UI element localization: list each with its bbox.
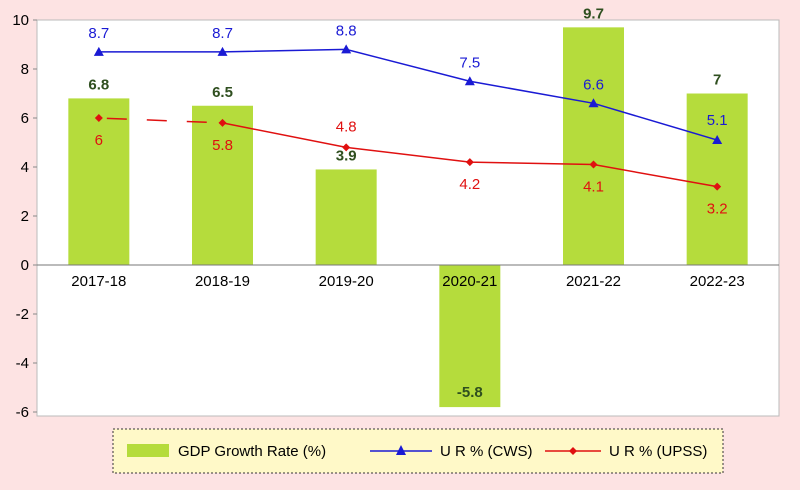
y-tick-label: 2: [21, 208, 29, 225]
y-axis: -6 -4 -2 0 2 4 6 8 10: [12, 12, 37, 421]
cws-data-label: 8.7: [88, 25, 109, 42]
y-tick-label: -6: [16, 404, 29, 421]
legend-marker-cws: [396, 445, 406, 455]
y-tick-label: 6: [21, 110, 29, 127]
y-tick-label: 4: [21, 159, 29, 176]
gdp-bar: [563, 27, 624, 265]
upss-data-label: 6: [95, 132, 103, 149]
upss-data-label: 4.1: [583, 179, 604, 196]
gdp-data-label: 7: [713, 72, 721, 89]
legend-label-gdp: GDP Growth Rate (%): [178, 443, 326, 460]
gdp-data-label: -5.8: [457, 384, 483, 401]
y-tick-label: 8: [21, 61, 29, 78]
gdp-bar: [192, 105, 253, 265]
upss-marker: [342, 143, 351, 152]
cws-series: [93, 44, 723, 145]
y-tick-label: 0: [21, 257, 29, 274]
category-label: 2018-19: [195, 273, 250, 290]
legend: GDP Growth Rate (%) U R % (CWS) U R % (U…: [112, 428, 724, 474]
upss-marker: [589, 160, 598, 169]
y-tick-label: -2: [16, 306, 29, 323]
gdp-bar: [686, 93, 748, 265]
upss-marker: [218, 118, 227, 127]
category-label: 2020-21: [442, 273, 497, 290]
gdp-bar: [439, 265, 501, 408]
cws-marker: [464, 76, 475, 86]
y-tick-label: -4: [16, 355, 29, 372]
legend-label-upss: U R % (UPSS): [609, 443, 707, 460]
gdp-bar: [68, 98, 130, 266]
cws-data-label: 6.6: [583, 76, 604, 93]
cws-data-label: 7.5: [459, 54, 480, 71]
cws-marker: [341, 44, 352, 54]
gdp-data-label: 6.5: [212, 84, 233, 101]
gdp-data-label: 6.8: [88, 76, 109, 93]
legend-label-cws: U R % (CWS): [440, 443, 533, 460]
cws-marker: [712, 135, 723, 145]
legend-swatch-gdp: [127, 444, 169, 457]
cws-marker: [93, 46, 104, 56]
legend-marker-upss: [569, 447, 577, 455]
cws-line: [98, 48, 718, 141]
upss-data-label: 3.2: [707, 201, 728, 218]
upss-marker: [465, 158, 474, 167]
upss-marker: [94, 114, 103, 122]
cws-marker: [217, 46, 228, 56]
category-labels: 2017-18 2018-19 2019-20 2020-21 2021-22 2022-…: [71, 273, 744, 290]
cws-data-label: 8.8: [336, 22, 357, 39]
gdp-data-label: 3.9: [336, 147, 357, 164]
gdp-data-label: 9.7: [583, 5, 604, 22]
upss-data-label: 5.8: [212, 137, 233, 154]
category-label: 2021-22: [566, 273, 621, 290]
data-labels: 6.8 6.5 3.9 -5.8 9.7 7 8.7 8.7 8.8 7.5 6.6 5.1 6 5.8 4…: [88, 5, 727, 401]
category-label: 2022-23: [690, 273, 745, 290]
upss-data-label: 4.2: [459, 176, 480, 193]
upss-series: [94, 114, 722, 191]
cws-data-label: 5.1: [707, 112, 728, 129]
gdp-bars: [68, 27, 748, 408]
upss-data-label: 4.8: [336, 118, 357, 135]
category-label: 2017-18: [71, 273, 126, 290]
category-label: 2019-20: [319, 273, 374, 290]
gdp-bar: [315, 169, 377, 265]
upss-line-dashed-segment: [98, 117, 223, 124]
y-tick-label: 10: [12, 12, 29, 29]
cws-data-label: 8.7: [212, 25, 233, 42]
cws-marker: [588, 98, 599, 108]
plot-area: [36, 19, 780, 417]
upss-marker: [713, 182, 722, 191]
